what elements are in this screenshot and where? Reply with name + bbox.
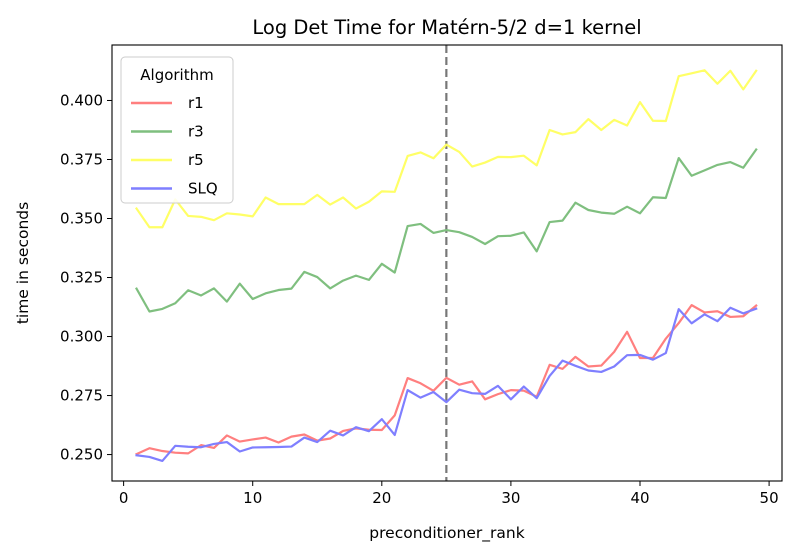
- lines-layer: [134, 69, 758, 463]
- y-tick-label: 0.300: [60, 328, 103, 346]
- y-axis-label: time in seconds: [14, 202, 32, 324]
- legend-box: [120, 56, 234, 204]
- y-tick-label: 0.400: [60, 91, 103, 109]
- y-tick-label: 0.350: [60, 210, 103, 228]
- y-tick-label: 0.275: [60, 387, 103, 405]
- y-tick-label: 0.375: [60, 150, 103, 168]
- chart-title: Log Det Time for Matérn-5/2 d=1 kernel: [252, 16, 641, 39]
- y-tick-label: 0.250: [60, 446, 103, 464]
- legend-title: Algorithm: [140, 66, 213, 84]
- legend-label-r3: r3: [188, 123, 204, 141]
- y-ticks: 0.250 0.275 0.300 0.325 0.350 0.375 0.400: [60, 91, 112, 464]
- x-tick-label: 10: [243, 489, 262, 507]
- x-tick-label: 30: [501, 489, 520, 507]
- series-line-r1: [135, 304, 758, 456]
- x-axis-label: preconditioner_rank: [369, 524, 524, 543]
- series-line-slq: [135, 306, 758, 463]
- x-tick-label: 0: [119, 489, 129, 507]
- x-tick-label: 20: [372, 489, 391, 507]
- legend: Algorithm r1 r3 r5 SLQ: [120, 56, 234, 204]
- axes-frame: [111, 44, 783, 482]
- legend-label-r1: r1: [188, 94, 204, 112]
- x-ticks: 0 10 20 30 40 50: [119, 481, 779, 507]
- x-tick-label: 50: [760, 489, 779, 507]
- legend-label-r5: r5: [188, 151, 204, 169]
- series-line-r3: [135, 148, 758, 313]
- legend-items: r1 r3 r5 SLQ: [131, 94, 218, 198]
- series-line-r5: [134, 69, 758, 229]
- x-tick-label: 40: [630, 489, 649, 507]
- legend-label-slq: SLQ: [188, 180, 218, 198]
- y-tick-label: 0.325: [60, 269, 103, 287]
